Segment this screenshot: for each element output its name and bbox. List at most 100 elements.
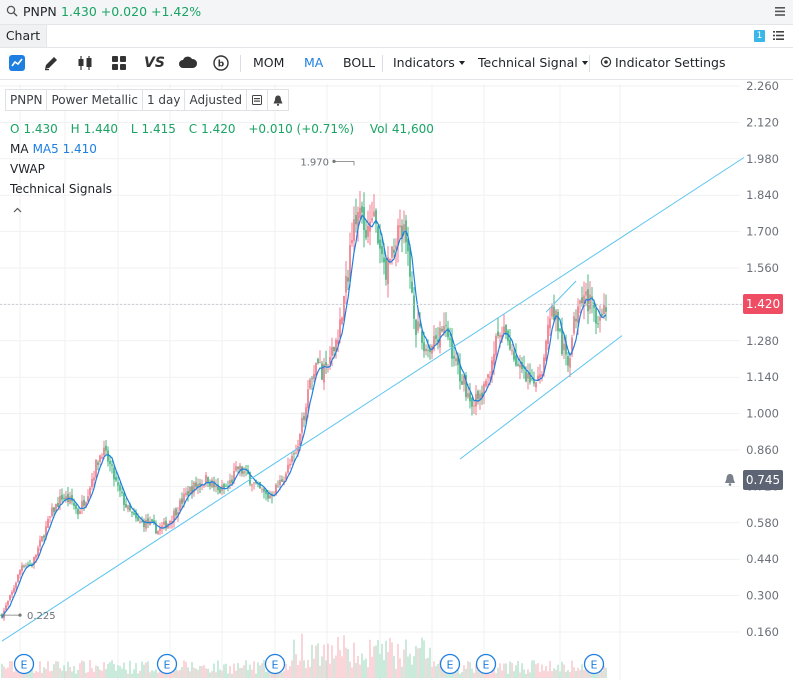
candle-body — [131, 511, 133, 514]
earnings-marker[interactable]: E — [439, 653, 461, 675]
volume-bar — [139, 670, 141, 678]
volume-bar — [315, 645, 317, 678]
volume-bar — [387, 652, 389, 678]
candle-body — [269, 495, 271, 499]
ma-button[interactable]: MA — [304, 55, 324, 70]
volume-bar — [125, 669, 127, 678]
volume-bar — [511, 662, 513, 678]
symbol-chips: PNPN Power Metallic 1 day Adjusted — [5, 89, 289, 111]
tab-chart[interactable]: Chart — [0, 25, 47, 47]
pencil-icon[interactable] — [42, 54, 60, 72]
technical-signal-dropdown[interactable]: Technical Signal — [478, 55, 588, 70]
candle-body — [537, 375, 539, 381]
candle-body — [121, 491, 123, 494]
candle-body — [231, 479, 233, 483]
candle-body — [11, 591, 13, 595]
volume-bar — [419, 647, 421, 678]
replay-icon[interactable]: b — [212, 54, 230, 72]
volume-bar — [261, 663, 263, 678]
candle-body — [263, 488, 265, 492]
candle-body — [527, 373, 529, 379]
candle-body — [357, 212, 359, 230]
window-count-badge[interactable]: 1 — [754, 30, 765, 42]
chip-ticker[interactable]: PNPN — [5, 89, 48, 111]
earnings-marker[interactable]: E — [583, 653, 605, 675]
indicators-dropdown[interactable]: Indicators — [393, 55, 465, 70]
price-chart[interactable]: 2.260 2.120 1.980 1.840 1.700 1.560 1.420 1.280… — [0, 80, 793, 682]
volume-bar — [163, 671, 165, 678]
candle-body — [353, 219, 355, 241]
trend-icon[interactable] — [8, 54, 26, 72]
vs-icon[interactable]: VS — [144, 55, 165, 71]
chip-name[interactable]: Power Metallic — [46, 89, 143, 111]
candle-body — [143, 520, 145, 528]
candle-body — [223, 484, 225, 489]
grid-icon[interactable] — [110, 54, 128, 72]
candle-body — [275, 484, 277, 496]
candle-body — [529, 372, 531, 383]
volume-bar — [285, 663, 287, 678]
chip-panel[interactable] — [245, 89, 268, 111]
chart-grid — [0, 84, 740, 680]
chip-adjust[interactable]: Adjusted — [184, 89, 247, 111]
volume-bar — [223, 664, 225, 678]
volume-bar — [495, 673, 497, 678]
candle-body — [393, 249, 395, 253]
mom-button[interactable]: MOM — [253, 55, 285, 70]
volume-bar — [441, 667, 443, 678]
candle-body — [443, 326, 445, 334]
cloud-icon[interactable] — [178, 54, 198, 72]
volume-bar — [185, 661, 187, 678]
chevron-up-icon[interactable] — [13, 207, 22, 213]
candle-body — [265, 490, 267, 494]
technical-signal-label: Technical Signal — [478, 55, 578, 70]
volume-bar — [19, 673, 21, 678]
alert-price-tag[interactable]: 0.745 — [743, 469, 783, 490]
search-icon[interactable] — [6, 5, 18, 17]
candle-body — [363, 207, 365, 231]
vwap-legend[interactable]: VWAP — [10, 162, 45, 176]
candle-body — [491, 360, 493, 378]
candle-body — [477, 391, 479, 400]
alert-bell-icon[interactable] — [724, 473, 736, 486]
chip-alert[interactable] — [266, 89, 289, 111]
volume-bar — [129, 660, 131, 678]
earnings-marker[interactable]: E — [475, 653, 497, 675]
candle-body — [25, 565, 27, 567]
candlestick-icon[interactable] — [76, 54, 94, 72]
volume-bar — [563, 664, 565, 678]
earnings-marker[interactable]: E — [264, 653, 286, 675]
candle-body — [161, 525, 163, 529]
earnings-marker-ring — [264, 653, 286, 675]
trendline — [1, 157, 745, 642]
high-label: H — [70, 122, 80, 136]
volume-value: 41,600 — [391, 122, 434, 136]
volume-bar — [553, 668, 555, 678]
menu-icon[interactable] — [775, 7, 785, 16]
earnings-marker[interactable]: E — [13, 653, 35, 675]
candle-body — [9, 595, 11, 600]
earnings-marker[interactable]: E — [156, 653, 178, 675]
volume-bar — [221, 670, 223, 678]
price-axis-label: 1.980 — [746, 152, 779, 166]
volume-bar — [109, 662, 111, 678]
list-icon[interactable] — [773, 30, 784, 41]
candle-body — [217, 484, 219, 491]
volume-bar — [325, 660, 327, 678]
candle-body — [519, 364, 521, 368]
earnings-marker-ring — [156, 653, 178, 675]
technical-signals-legend[interactable]: Technical Signals — [10, 182, 113, 196]
boll-button[interactable]: BOLL — [343, 55, 376, 70]
volume-bar — [39, 661, 41, 678]
candle-body — [165, 520, 167, 529]
candle-body — [585, 291, 587, 296]
indicator-settings-button[interactable]: Indicator Settings — [600, 55, 725, 70]
candle-body — [517, 364, 519, 366]
chip-interval[interactable]: 1 day — [141, 89, 186, 111]
candle-body — [239, 465, 241, 472]
candle-body — [235, 466, 237, 471]
candle-body — [71, 495, 73, 502]
ma-legend[interactable]: MA MA5 1.410 — [10, 142, 97, 156]
candle-body — [147, 518, 149, 524]
